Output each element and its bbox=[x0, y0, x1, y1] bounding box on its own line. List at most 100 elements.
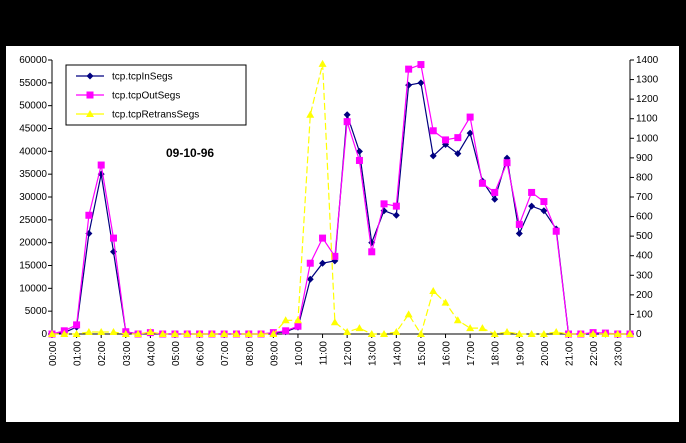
data-point bbox=[429, 286, 438, 294]
data-point bbox=[601, 330, 610, 337]
data-point bbox=[207, 330, 216, 337]
data-point bbox=[589, 330, 598, 337]
data-point bbox=[404, 310, 413, 318]
data-point bbox=[158, 330, 167, 337]
y-left-tick-label: 15000 bbox=[19, 261, 47, 272]
data-point bbox=[380, 330, 389, 337]
y-right-tick-label: 0 bbox=[636, 329, 642, 340]
data-point bbox=[453, 316, 462, 324]
y-right-tick-label: 1300 bbox=[636, 75, 659, 86]
data-point bbox=[319, 259, 327, 267]
data-point bbox=[528, 188, 536, 196]
y-right-tick-label: 200 bbox=[636, 290, 653, 301]
legend-marker bbox=[86, 110, 94, 117]
data-point bbox=[466, 324, 475, 332]
x-tick-label: 08:00 bbox=[245, 341, 256, 366]
data-point bbox=[442, 136, 450, 144]
data-point bbox=[367, 330, 376, 337]
legend-item: tcp.tcpOutSegs bbox=[76, 91, 180, 102]
data-point bbox=[491, 195, 499, 203]
data-point bbox=[355, 147, 363, 155]
data-point bbox=[515, 230, 523, 238]
x-tick-label: 10:00 bbox=[294, 341, 305, 366]
data-point bbox=[417, 79, 425, 87]
data-point bbox=[294, 322, 302, 330]
y-right-tick-label: 400 bbox=[636, 251, 653, 262]
data-point bbox=[269, 330, 278, 337]
data-point bbox=[293, 316, 302, 324]
data-point bbox=[576, 330, 585, 337]
data-point bbox=[319, 234, 327, 242]
data-point bbox=[429, 152, 437, 160]
data-point bbox=[490, 330, 499, 337]
data-point bbox=[195, 330, 204, 337]
data-point bbox=[503, 159, 511, 167]
x-tick-label: 09:00 bbox=[269, 341, 280, 366]
data-point bbox=[613, 330, 622, 337]
data-point bbox=[343, 111, 351, 119]
data-point bbox=[380, 200, 388, 208]
x-tick-label: 13:00 bbox=[368, 341, 379, 366]
x-tick-label: 11:00 bbox=[319, 341, 330, 366]
data-point bbox=[429, 127, 437, 135]
y-right-tick-label: 800 bbox=[636, 172, 653, 183]
x-tick-label: 17:00 bbox=[466, 341, 477, 366]
data-point bbox=[564, 330, 573, 337]
data-point bbox=[84, 328, 93, 336]
y-left-tick-label: 55000 bbox=[19, 78, 47, 89]
x-tick-label: 06:00 bbox=[196, 341, 207, 366]
data-point bbox=[454, 150, 462, 158]
data-point bbox=[330, 318, 339, 326]
y-right-tick-label: 100 bbox=[636, 309, 653, 320]
data-point bbox=[134, 330, 143, 337]
data-point bbox=[392, 328, 401, 336]
y-right-tick-label: 1100 bbox=[636, 114, 658, 125]
y-left-tick-label: 40000 bbox=[19, 146, 47, 157]
plot-area: 0500010000150002000025000300003500040000… bbox=[19, 55, 658, 366]
x-tick-label: 20:00 bbox=[540, 341, 551, 366]
data-point bbox=[109, 328, 118, 336]
data-point bbox=[528, 202, 536, 210]
data-point bbox=[343, 118, 351, 126]
x-tick-label: 01:00 bbox=[73, 341, 84, 366]
y-right-tick-label: 700 bbox=[636, 192, 653, 203]
y-left-tick-label: 10000 bbox=[19, 283, 47, 294]
x-tick-label: 21:00 bbox=[565, 341, 576, 366]
data-point bbox=[491, 188, 499, 196]
data-point bbox=[97, 328, 106, 336]
legend-marker bbox=[86, 91, 94, 99]
data-point bbox=[416, 330, 425, 337]
data-point bbox=[454, 134, 462, 142]
x-tick-label: 15:00 bbox=[417, 341, 428, 366]
data-point bbox=[146, 328, 155, 336]
data-point bbox=[478, 179, 486, 187]
data-point bbox=[466, 113, 474, 121]
data-point bbox=[368, 248, 376, 256]
y-left-tick-label: 0 bbox=[41, 329, 47, 340]
data-point bbox=[539, 330, 548, 337]
x-tick-label: 19:00 bbox=[515, 341, 526, 366]
data-point bbox=[540, 207, 548, 215]
x-tick-label: 23:00 bbox=[614, 341, 625, 366]
y-right-tick-label: 1200 bbox=[636, 94, 659, 105]
x-tick-label: 05:00 bbox=[171, 341, 182, 366]
data-point bbox=[466, 129, 474, 137]
data-point bbox=[405, 65, 413, 73]
y-left-tick-label: 35000 bbox=[19, 169, 47, 180]
chart-annotation: 09-10-96 bbox=[166, 146, 214, 160]
x-tick-label: 00:00 bbox=[48, 341, 59, 366]
data-point bbox=[97, 161, 105, 169]
data-point bbox=[170, 330, 179, 337]
x-tick-label: 16:00 bbox=[442, 341, 453, 366]
x-tick-label: 07:00 bbox=[220, 341, 231, 366]
x-tick-label: 03:00 bbox=[122, 341, 133, 366]
data-point bbox=[515, 220, 523, 228]
y-left-tick-label: 60000 bbox=[19, 55, 47, 66]
legend-marker bbox=[86, 72, 94, 80]
data-point bbox=[72, 330, 81, 337]
data-point bbox=[60, 330, 69, 337]
x-tick-label: 02:00 bbox=[97, 341, 108, 366]
data-point bbox=[441, 298, 450, 306]
y-left-tick-label: 50000 bbox=[19, 101, 47, 112]
y-right-tick-label: 600 bbox=[636, 212, 653, 223]
